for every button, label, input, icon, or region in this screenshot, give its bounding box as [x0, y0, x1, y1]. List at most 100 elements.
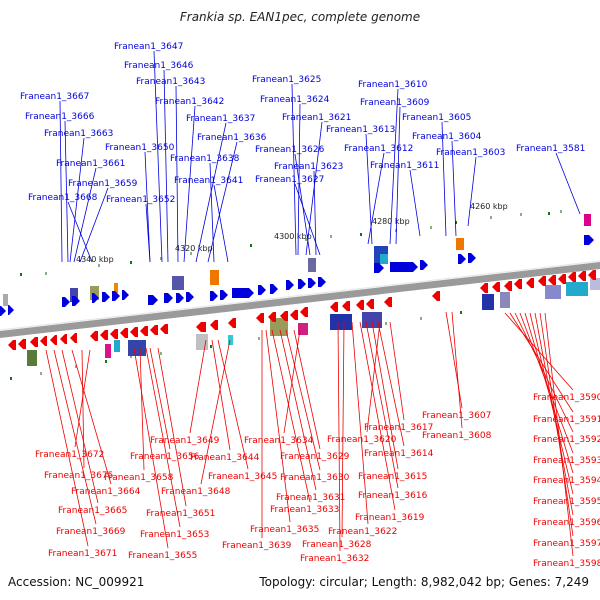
forward-gene-label: Franean1_3610	[358, 80, 428, 90]
forward-gene-label: Franean1_3646	[124, 61, 194, 71]
forward-gene-label: Franean1_3605	[402, 113, 471, 123]
reverse-connector	[279, 329, 317, 491]
reverse-gene-label: Franean1_3632	[300, 554, 369, 564]
forward-gene-label: Franean1_3636	[197, 133, 267, 143]
reverse-connector	[157, 347, 187, 507]
reverse-connector	[285, 329, 321, 471]
track-marker	[520, 213, 522, 216]
reverse-connector	[145, 347, 181, 528]
reverse-gene-arrow	[558, 274, 566, 284]
forward-gene-label: Franean1_3661	[56, 159, 125, 169]
reverse-connector	[544, 312, 574, 557]
reverse-gene-label: Franean1_3656	[130, 452, 200, 462]
reverse-connector	[377, 321, 405, 447]
forward-gene-label: Franean1_3650	[105, 143, 175, 153]
reverse-connector	[71, 349, 112, 485]
forward-gene-arrow	[232, 288, 254, 298]
forward-connector	[305, 121, 323, 256]
track-marker	[490, 216, 492, 219]
feature-box	[114, 340, 120, 352]
forward-gene-arrow	[8, 305, 14, 315]
feature-box	[90, 286, 99, 300]
reverse-gene-label: Franean1_3608	[422, 431, 492, 441]
reverse-connector	[534, 312, 574, 516]
forward-gene-label: Franean1_3613	[326, 125, 395, 135]
forward-gene-arrow	[308, 278, 316, 288]
forward-connector	[451, 140, 457, 237]
reverse-gene-arrow	[50, 335, 57, 345]
forward-gene-arrow	[164, 293, 173, 303]
reverse-gene-arrow	[538, 276, 546, 286]
genome-summary-text: Topology: circular; Length: 8,982,042 bp…	[259, 575, 589, 589]
reverse-gene-arrow	[150, 325, 158, 335]
reverse-gene-label: Franean1_3649	[150, 436, 220, 446]
reverse-gene-label: Franean1_3633	[270, 505, 339, 515]
feature-box	[270, 318, 288, 336]
forward-gene-label: Franean1_3624	[260, 95, 330, 105]
forward-gene-label: Franean1_3581	[516, 144, 585, 154]
reverse-connector	[271, 329, 311, 503]
feature-box	[298, 323, 308, 335]
track-marker	[45, 272, 47, 275]
forward-gene-label: Franean1_3659	[68, 179, 138, 189]
reverse-gene-label: Franean1_3671	[48, 549, 117, 559]
forward-gene-arrow	[176, 293, 184, 303]
forward-gene-arrow	[92, 293, 99, 303]
forward-connector	[555, 152, 581, 215]
reverse-gene-label: Franean1_3592	[533, 435, 600, 445]
forward-connector	[209, 162, 215, 263]
reverse-gene-arrow	[504, 281, 512, 291]
reverse-gene-label: Franean1_3655	[128, 551, 197, 561]
reverse-gene-label: Franean1_3669	[56, 527, 126, 537]
feature-box	[196, 334, 208, 350]
forward-gene-arrow	[0, 306, 6, 316]
track-marker	[420, 317, 422, 320]
track-marker	[455, 221, 457, 224]
reverse-gene-arrow	[432, 291, 440, 301]
reverse-connector	[211, 339, 231, 451]
reverse-gene-label: Franean1_3614	[364, 449, 434, 459]
forward-connector	[213, 184, 229, 263]
track-marker	[20, 273, 22, 276]
forward-strand-genes	[0, 235, 594, 316]
feature-box	[362, 312, 382, 328]
feature-box	[70, 288, 78, 302]
reverse-connector	[359, 321, 396, 511]
reverse-gene-label: Franean1_3664	[71, 487, 141, 497]
reverse-gene-label: Franean1_3630	[280, 473, 350, 483]
reverse-gene-arrow	[90, 331, 98, 341]
reverse-gene-label: Franean1_3595	[533, 497, 600, 507]
gene-labels: Franean1_3647 Franean1_3646 Franean1_3643 F…	[20, 42, 600, 569]
reverse-gene-label: Franean1_3634	[244, 436, 314, 446]
reverse-gene-arrow	[568, 272, 576, 282]
forward-gene-label: Franean1_3626	[255, 145, 325, 155]
reverse-connector	[389, 321, 405, 421]
reverse-connector	[217, 339, 249, 470]
forward-gene-label: Franean1_3637	[186, 114, 255, 124]
forward-gene-label: Franean1_3623	[274, 162, 343, 172]
track-marker	[548, 212, 550, 215]
reverse-connector	[53, 349, 97, 525]
forward-gene-label: Franean1_3647	[114, 42, 183, 52]
forward-gene-arrow	[72, 296, 80, 306]
reverse-gene-arrow	[110, 329, 118, 339]
feature-box	[566, 282, 588, 296]
backbone-highlight	[0, 260, 600, 331]
reverse-gene-arrow	[492, 282, 500, 292]
feature-box	[128, 340, 146, 356]
reverse-gene-arrow	[228, 318, 236, 328]
track-marker	[105, 360, 107, 363]
reverse-connector	[337, 321, 341, 552]
track-marker	[160, 257, 162, 260]
reverse-gene-arrow	[18, 339, 26, 349]
track-marker	[258, 337, 260, 340]
track-marker	[75, 365, 77, 368]
track-marker	[330, 235, 332, 238]
reverse-gene-arrow	[140, 326, 148, 336]
feature-box	[228, 335, 233, 345]
forward-gene-arrow	[270, 284, 278, 294]
track-marker	[190, 252, 192, 255]
reverse-gene-arrow	[384, 297, 392, 307]
scale-tick-label: 4300 kbp	[274, 232, 312, 241]
